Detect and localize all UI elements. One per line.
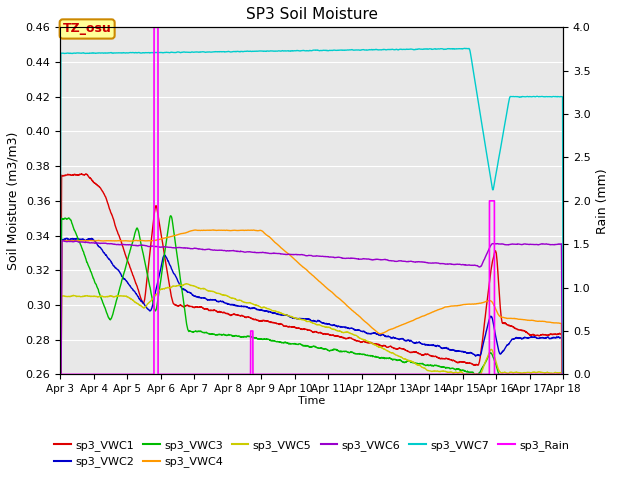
- Legend: sp3_VWC1, sp3_VWC2, sp3_VWC3, sp3_VWC4, sp3_VWC5, sp3_VWC6, sp3_VWC7, sp3_Rain: sp3_VWC1, sp3_VWC2, sp3_VWC3, sp3_VWC4, …: [49, 435, 573, 472]
- Y-axis label: Soil Moisture (m3/m3): Soil Moisture (m3/m3): [7, 132, 20, 270]
- Text: TZ_osu: TZ_osu: [63, 23, 111, 36]
- Y-axis label: Rain (mm): Rain (mm): [596, 168, 609, 234]
- X-axis label: Time: Time: [298, 396, 325, 406]
- Title: SP3 Soil Moisture: SP3 Soil Moisture: [246, 7, 378, 22]
